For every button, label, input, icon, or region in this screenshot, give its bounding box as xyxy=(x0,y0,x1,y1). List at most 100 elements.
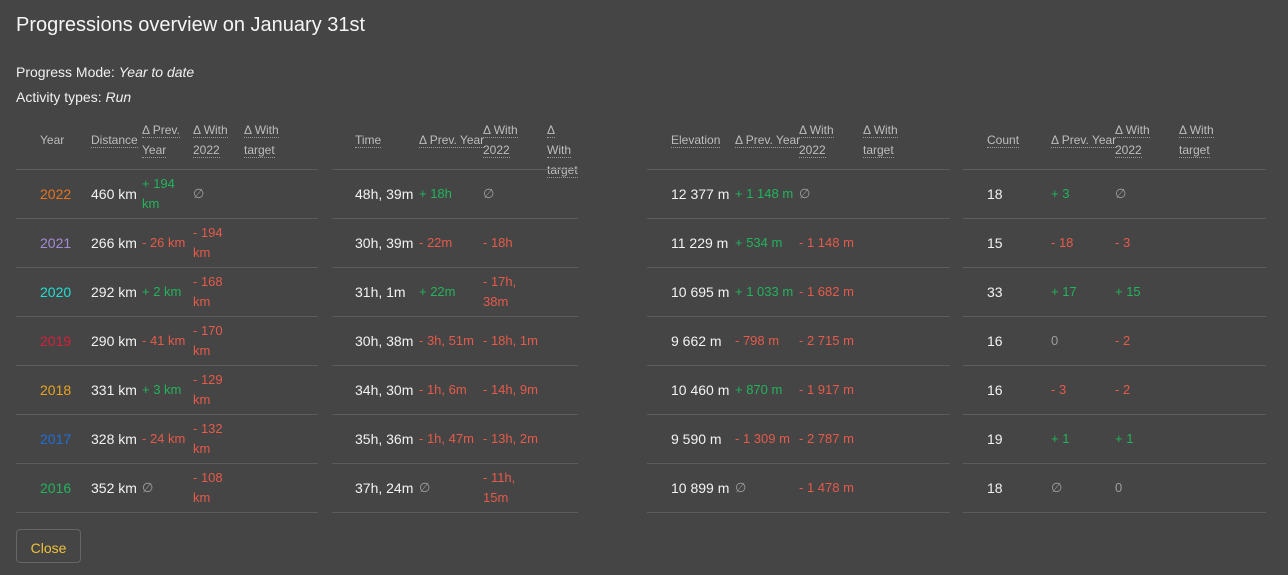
elevation-header[interactable]: Elevation xyxy=(671,130,721,150)
elevation-delta-prev-year: - 1 309 m xyxy=(735,431,790,446)
count-delta-with-2022: 0 xyxy=(1115,480,1123,495)
count-delta-prev-year: - 3 xyxy=(1051,382,1067,397)
time-with-2022-header[interactable]: Δ With 2022 xyxy=(483,120,518,160)
time-delta-prev-year: - 22m xyxy=(419,235,453,250)
row-divider xyxy=(963,169,1266,170)
time-value: 30h, 39m xyxy=(355,235,414,251)
elevation-with-2022-header-text: Δ With xyxy=(799,123,834,138)
elevation-header-row: Elevation Δ Prev. Year Δ With 2022 Δ With tar… xyxy=(647,120,950,169)
time-row-2017: 35h, 36m - 1h, 47m - 13h, 2m xyxy=(332,415,578,464)
row-divider xyxy=(332,316,578,317)
row-divider xyxy=(332,463,578,464)
elevation-value: 9 590 m xyxy=(671,431,722,447)
distance-with-2022-header[interactable]: Δ With 2022 xyxy=(193,120,228,160)
time-header[interactable]: Time xyxy=(355,130,382,150)
row-divider xyxy=(16,316,318,317)
count-value: 19 xyxy=(987,431,1003,447)
distance-value: 460 km xyxy=(91,186,137,202)
count-with-2022-header-text: 2022 xyxy=(1115,143,1142,158)
row-divider xyxy=(963,463,1266,464)
distance-delta-prev-year: + 194 km xyxy=(142,176,175,211)
time-with-target-header[interactable]: Δ With target xyxy=(547,120,578,180)
distance-value: 331 km xyxy=(91,382,137,398)
count-value: 33 xyxy=(987,284,1003,300)
time-header-text: Time xyxy=(355,133,382,148)
row-divider xyxy=(963,218,1266,219)
count-header-row: Count Δ Prev. Year Δ With 2022 Δ With target xyxy=(963,120,1266,169)
row-divider xyxy=(332,218,578,219)
close-button[interactable]: Close xyxy=(16,529,81,563)
row-divider xyxy=(647,169,950,170)
row-divider xyxy=(332,365,578,366)
distance-with-target-header[interactable]: Δ With target xyxy=(244,120,279,160)
count-header[interactable]: Count xyxy=(987,130,1020,150)
count-delta-with-2022: - 2 xyxy=(1115,333,1131,348)
row-divider xyxy=(332,267,578,268)
distance-prev-year-header[interactable]: Δ Prev. Year xyxy=(142,120,180,160)
elevation-with-2022-header-text: 2022 xyxy=(799,143,826,158)
time-with-target-header-text: Δ With xyxy=(547,123,571,158)
time-row-2019: 30h, 38m - 3h, 51m - 18h, 1m xyxy=(332,317,578,366)
elevation-delta-with-2022: ∅ xyxy=(799,186,811,201)
distance-delta-with-2022: - 132 km xyxy=(193,421,223,456)
distance-prev-year-header-text: Year xyxy=(142,143,167,158)
elevation-row-2018: 10 460 m + 870 m - 1 917 m xyxy=(647,366,950,415)
progress-mode-value: Year to date xyxy=(118,64,195,80)
time-with-target-header-text: target xyxy=(547,163,578,178)
row-divider xyxy=(16,365,318,366)
elevation-row-2020: 10 695 m + 1 033 m - 1 682 m xyxy=(647,268,950,317)
time-prev-year-header[interactable]: Δ Prev. Year xyxy=(419,130,485,150)
time-row-2021: 30h, 39m - 22m - 18h xyxy=(332,219,578,268)
count-row-2019: 16 0 - 2 xyxy=(963,317,1266,366)
year-label: 2017 xyxy=(40,431,72,447)
count-with-target-header[interactable]: Δ With target xyxy=(1179,120,1214,160)
elevation-delta-with-2022: - 1 917 m xyxy=(799,382,854,397)
progress-mode: Progress Mode: Year to date xyxy=(16,64,194,80)
distance-with-target-header-text: Δ With xyxy=(244,123,279,138)
time-delta-with-2022: - 17h, 38m xyxy=(483,274,517,309)
time-with-2022-header-text: Δ With xyxy=(483,123,518,138)
time-delta-with-2022: - 13h, 2m xyxy=(483,431,538,446)
time-value: 35h, 36m xyxy=(355,431,414,447)
count-value: 15 xyxy=(987,235,1003,251)
count-table: Count Δ Prev. Year Δ With 2022 Δ With target 1… xyxy=(963,120,1266,514)
time-value: 48h, 39m xyxy=(355,186,414,202)
time-prev-year-header-text: Δ Prev. Year xyxy=(419,133,485,148)
elevation-with-target-header[interactable]: Δ With target xyxy=(863,120,898,160)
year-label: 2016 xyxy=(40,480,72,496)
count-delta-prev-year: + 3 xyxy=(1051,186,1070,201)
time-value: 30h, 38m xyxy=(355,333,414,349)
activity-types: Activity types: Run xyxy=(16,89,131,105)
count-row-2021: 15 - 18 - 3 xyxy=(963,219,1266,268)
count-value: 18 xyxy=(987,480,1003,496)
elevation-with-2022-header[interactable]: Δ With 2022 xyxy=(799,120,834,160)
time-value: 34h, 30m xyxy=(355,382,414,398)
row-divider xyxy=(963,316,1266,317)
distance-row-2016: 2016 352 km ∅ - 108 km xyxy=(16,464,318,513)
row-divider xyxy=(963,414,1266,415)
year-header: Year xyxy=(40,130,64,150)
count-delta-with-2022: + 15 xyxy=(1115,284,1141,299)
distance-header[interactable]: Distance xyxy=(91,130,138,150)
time-delta-prev-year: - 3h, 51m xyxy=(419,333,474,348)
row-divider xyxy=(16,218,318,219)
elevation-delta-prev-year: + 534 m xyxy=(735,235,783,250)
time-delta-with-2022: - 18h, 1m xyxy=(483,333,538,348)
count-delta-with-2022: ∅ xyxy=(1115,186,1127,201)
count-prev-year-header[interactable]: Δ Prev. Year xyxy=(1051,130,1117,150)
distance-delta-with-2022: - 194 km xyxy=(193,225,223,260)
row-divider xyxy=(332,169,578,170)
year-header-text: Year xyxy=(40,133,65,147)
count-header-text: Count xyxy=(987,133,1020,148)
elevation-row-2016: 10 899 m ∅ - 1 478 m xyxy=(647,464,950,513)
count-value: 18 xyxy=(987,186,1003,202)
elevation-prev-year-header[interactable]: Δ Prev. Year xyxy=(735,130,801,150)
time-header-row: Time Δ Prev. Year Δ With 2022 Δ With target xyxy=(332,120,578,178)
time-value: 37h, 24m xyxy=(355,480,414,496)
count-with-2022-header[interactable]: Δ With 2022 xyxy=(1115,120,1150,160)
elevation-row-2021: 11 229 m + 534 m - 1 148 m xyxy=(647,219,950,268)
elevation-row-2017: 9 590 m - 1 309 m - 2 787 m xyxy=(647,415,950,464)
time-row-2016: 37h, 24m ∅ - 11h, 15m xyxy=(332,464,578,513)
time-row-2020: 31h, 1m + 22m - 17h, 38m xyxy=(332,268,578,317)
elevation-table: Elevation Δ Prev. Year Δ With 2022 Δ With tar… xyxy=(647,120,950,514)
